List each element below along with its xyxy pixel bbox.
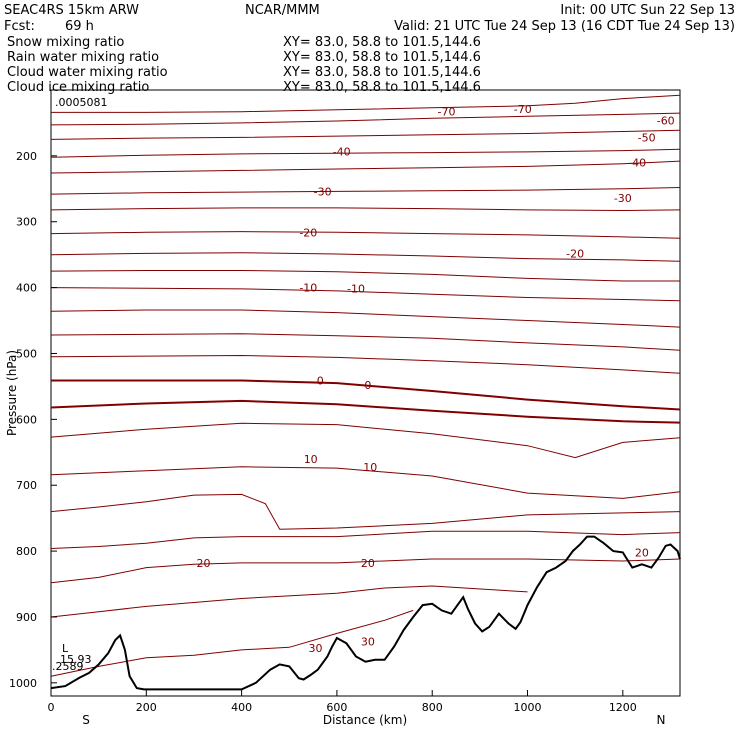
low-marker: L: [62, 642, 69, 655]
contour-label: 20: [196, 557, 210, 570]
contour-line: [50, 252, 681, 262]
contour-label: 10: [363, 461, 377, 474]
contour-line: [50, 333, 681, 351]
field-name: Snow mixing ratio: [7, 35, 124, 50]
contour-label: 20: [635, 546, 649, 559]
plot-frame: [50, 89, 681, 697]
contour-line: [50, 466, 681, 499]
contour-line: [50, 609, 414, 677]
contour-line: [50, 354, 681, 374]
contour-line: [50, 112, 681, 126]
x-tick-label: 800: [422, 701, 443, 714]
contour-label: -60: [657, 114, 675, 127]
contour-line: [50, 148, 681, 158]
x-axis: 0 200 400 600 800 1000 1200: [48, 690, 637, 714]
terrain-line: [50, 535, 681, 691]
fcst-label: Fcst:: [4, 19, 35, 34]
contour-label: -70: [438, 106, 456, 119]
contour-line: [50, 287, 681, 302]
contour-label: 30: [308, 642, 322, 655]
field-legend: Snow mixing ratio XY= 83.0, 58.8 to 101.5…: [7, 35, 481, 95]
contour-label: -20: [566, 247, 584, 260]
contour-label: 0: [364, 379, 371, 392]
contour-line: [50, 129, 681, 140]
field-xy: XY= 83.0, 58.8 to 101.5,144.6: [283, 50, 481, 65]
model-title: SEAC4RS 15km ARW: [4, 3, 139, 18]
contour-labels: -70 -70 -60-50 -40 -40 -30 -30 -20 -20 -10 -10 0 0 10…: [196, 103, 674, 655]
contour-line: [50, 422, 681, 459]
contour-label: -40: [628, 156, 646, 169]
contour-line: [50, 585, 528, 618]
contour-label: -20: [299, 226, 317, 239]
x-tick-label: 200: [136, 701, 157, 714]
contour-label: 10: [304, 453, 318, 466]
field-xy: XY= 83.0, 58.8 to 101.5,144.6: [283, 80, 481, 95]
contour-line: [50, 558, 681, 584]
fcst-value: 69 h: [65, 19, 94, 34]
contour-line: [51, 94, 681, 113]
contour-label: -10: [347, 282, 365, 295]
contour-line: [50, 160, 681, 174]
max-value-label: .0005081: [55, 96, 108, 109]
field-xy: XY= 83.0, 58.8 to 101.5,144.6: [283, 35, 481, 50]
contour-line: [50, 270, 680, 282]
y-tick-label: 1000: [9, 677, 37, 690]
contour-line: [50, 309, 681, 328]
y-tick-label: 200: [16, 150, 37, 163]
low-value: 15.93: [60, 653, 92, 666]
y-axis-label: Pressure (hPa): [5, 350, 19, 436]
y-tick-label: 800: [16, 545, 37, 558]
contour-line: [50, 207, 681, 212]
y-tick-label: 400: [16, 282, 37, 295]
cloud-water-value: .2589: [52, 660, 84, 673]
y-tick-label: 500: [16, 347, 37, 360]
north-label: N: [657, 713, 666, 727]
contour-line: [50, 187, 681, 195]
x-tick-label: 1200: [609, 701, 637, 714]
y-tick-label: 900: [16, 611, 37, 624]
temperature-contours: [50, 94, 681, 677]
y-tick-label: 600: [16, 413, 37, 426]
contour-line: [50, 530, 681, 549]
contour-label: -30: [614, 192, 632, 205]
y-tick-label: 700: [16, 479, 37, 492]
x-tick-label: 400: [231, 701, 252, 714]
x-tick-label: 600: [326, 701, 347, 714]
field-name: Rain water mixing ratio: [7, 50, 159, 65]
init-time: Init: 00 UTC Sun 22 Sep 13: [560, 3, 735, 18]
field-xy: XY= 83.0, 58.8 to 101.5,144.6: [283, 65, 481, 80]
south-label: S: [82, 713, 90, 727]
contour-label: 30: [361, 635, 375, 648]
contour-line: [50, 399, 681, 424]
contour-label: 0: [317, 374, 324, 387]
contour-line: [50, 493, 681, 530]
x-tick-label: 1000: [514, 701, 542, 714]
field-name: Cloud water mixing ratio: [7, 65, 168, 80]
x-tick-label: 0: [48, 701, 55, 714]
contour-label: -30: [314, 185, 332, 198]
x-axis-label: Distance (km): [323, 713, 407, 727]
org-label: NCAR/MMM: [245, 3, 320, 18]
valid-time: Valid: 21 UTC Tue 24 Sep 13 (16 CDT Tue …: [394, 19, 735, 34]
contour-line: [50, 231, 681, 239]
contour-label: -70: [514, 103, 532, 116]
y-tick-label: 300: [16, 216, 37, 229]
field-name: Cloud ice mixing ratio: [7, 80, 149, 95]
y-axis: 200 300 400 500 600 700 800 900 1000: [9, 150, 57, 690]
contour-label: -10: [299, 282, 317, 295]
contour-line: [51, 379, 681, 411]
contour-label: -50: [638, 131, 656, 144]
contour-label: 20: [361, 557, 375, 570]
contour-label: -40: [333, 145, 351, 158]
